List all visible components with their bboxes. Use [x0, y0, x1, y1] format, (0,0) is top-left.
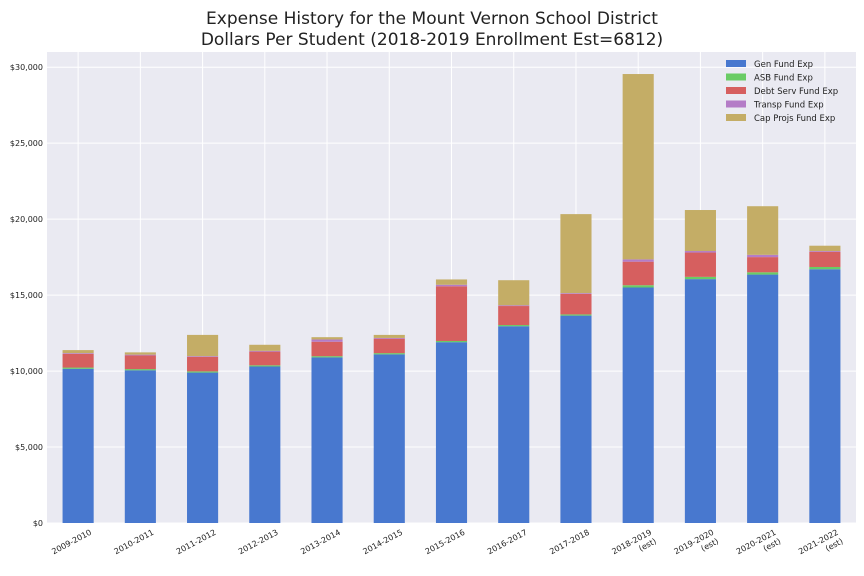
legend-swatch [726, 114, 746, 121]
bar-segment [373, 338, 405, 354]
legend-swatch [726, 87, 746, 94]
bar-segment [62, 367, 94, 369]
bar-segment [560, 314, 592, 316]
bar-segment [124, 355, 156, 370]
bar-segment [62, 350, 94, 354]
bar-segment [435, 342, 468, 523]
bar-segment [498, 280, 530, 306]
bar-segment [311, 357, 343, 523]
bar-segment [249, 366, 281, 523]
x-tick-label: 2020-2021(est) [735, 528, 782, 565]
legend-label: Debt Serv Fund Exp [754, 87, 838, 97]
legend-label: ASB Fund Exp [754, 74, 813, 84]
bar-segment [62, 353, 94, 368]
bar-segment [311, 337, 343, 340]
bar-segment [249, 350, 281, 352]
x-tick-label: 2012-2013 [237, 528, 280, 556]
bar-segment [684, 276, 716, 280]
bar-segment [498, 305, 530, 307]
y-tick-label: $0 [33, 519, 43, 528]
bar-segment [809, 245, 841, 252]
bar-segment [809, 251, 841, 267]
legend-swatch [726, 73, 746, 81]
bar-segment [373, 337, 405, 339]
bar-segment [809, 269, 841, 523]
bar-segment [187, 371, 219, 373]
bar-segment [435, 340, 468, 343]
bar-segment [124, 370, 156, 523]
bar-segment [560, 214, 592, 294]
bar-segment [249, 365, 281, 367]
bar-segment [373, 334, 405, 338]
bar-segment [747, 272, 779, 275]
y-tick-label: $5,000 [15, 443, 43, 452]
bar-segment [747, 274, 779, 523]
bar-segment [187, 356, 219, 372]
bar-segment [435, 286, 468, 341]
x-tick-label: 2011-2012 [175, 528, 218, 556]
bar-segment [311, 339, 343, 342]
bar-segment [560, 315, 592, 523]
bar-segment [684, 252, 716, 277]
y-tick-label: $15,000 [10, 291, 43, 300]
bar-segment [498, 325, 530, 327]
bar-segment [622, 74, 654, 260]
chart-subtitle: Dollars Per Student (2018-2019 Enrollmen… [200, 30, 664, 50]
bar-segment [187, 372, 219, 523]
legend-label: Cap Projs Fund Exp [754, 114, 835, 124]
y-tick-label: $20,000 [10, 215, 43, 224]
bar-segment [622, 259, 654, 262]
x-tick-label: 2018-2019(est) [610, 528, 657, 565]
y-tick-label: $30,000 [10, 63, 43, 72]
bar-segment [498, 306, 530, 326]
bar-segment [809, 251, 841, 252]
x-tick-label: 2021-2022(est) [797, 528, 844, 565]
bar-segment [684, 279, 716, 523]
bar-segment [560, 293, 592, 315]
x-tick-label: 2015-2016 [424, 528, 467, 556]
x-tick-label: 2014-2015 [361, 528, 404, 556]
bar-segment [747, 257, 779, 273]
bar-segment [498, 326, 530, 523]
bar-segment [684, 251, 716, 253]
y-tick-label: $25,000 [10, 139, 43, 148]
bar-segment [249, 344, 281, 351]
x-tick-label: 2009-2010 [50, 528, 93, 556]
bar-segment [747, 254, 779, 258]
legend-swatch [726, 60, 746, 67]
bar-segment [809, 266, 841, 270]
bar-segment [684, 210, 716, 252]
bar-segment [622, 285, 654, 288]
bar-segment [560, 293, 592, 294]
x-tick-label: 2017-2018 [548, 528, 591, 556]
bar-segment [373, 354, 405, 523]
bar-segment [124, 369, 156, 371]
bar-segment [62, 368, 94, 523]
legend-swatch [726, 100, 746, 108]
bar-segment [124, 354, 156, 356]
x-tick-label: 2013-2014 [299, 528, 342, 556]
x-tick-label: 2019-2020(est) [673, 528, 720, 565]
bar-segment [373, 353, 405, 355]
bar-segment [435, 284, 468, 287]
bar-segment [747, 206, 779, 255]
bar-segment [62, 353, 94, 354]
bar-segment [124, 352, 156, 355]
x-tick-label: 2010-2011 [113, 528, 156, 556]
bar-segment [622, 287, 654, 523]
chart-title: Expense History for the Mount Vernon Sch… [206, 9, 658, 29]
x-tick-label: 2016-2017 [486, 528, 529, 556]
bar-segment [187, 334, 219, 357]
bar-segment [622, 261, 654, 286]
bar-segment [311, 341, 343, 357]
bar-segment [249, 351, 281, 366]
bar-segment [311, 356, 343, 358]
bar-segment [187, 356, 219, 357]
bar-segment [435, 279, 468, 285]
legend-label: Transp Fund Exp [753, 101, 824, 111]
y-tick-label: $10,000 [10, 367, 43, 376]
legend-label: Gen Fund Exp [754, 60, 813, 70]
